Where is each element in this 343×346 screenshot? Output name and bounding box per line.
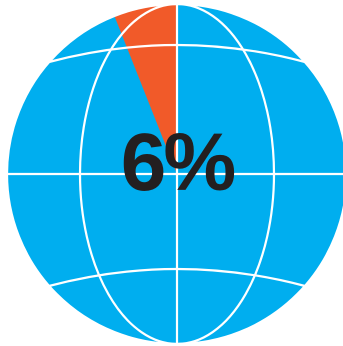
globe-grid bbox=[5, 2, 343, 346]
lower-parallel-line bbox=[48, 267, 306, 288]
meridian-ellipse bbox=[78, 2, 276, 346]
percent-label: 6% bbox=[121, 117, 235, 208]
upper-parallel-line bbox=[48, 43, 306, 64]
